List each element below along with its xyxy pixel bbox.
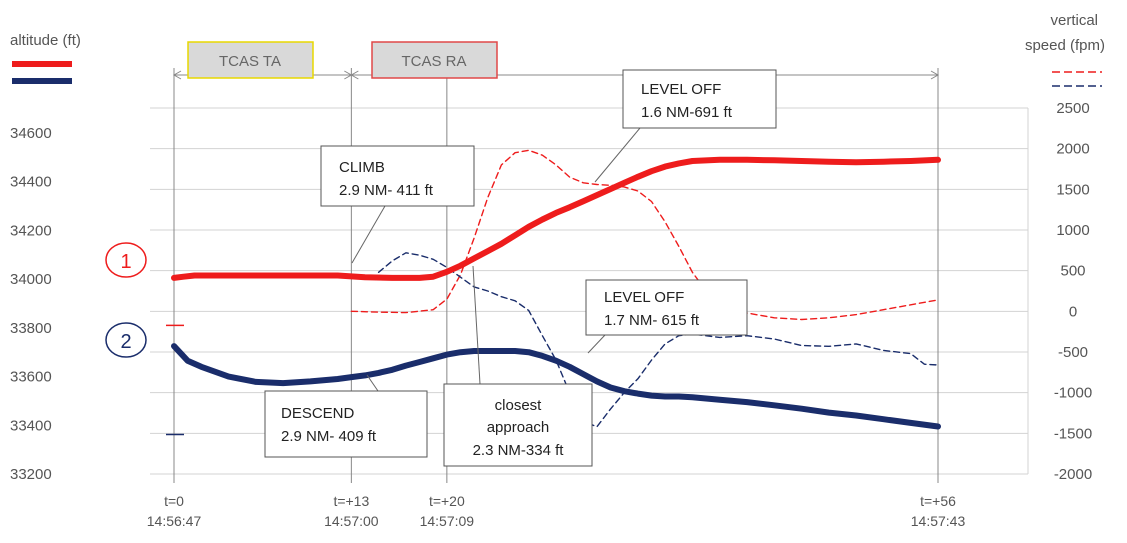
x-tick-label: t=0	[164, 493, 184, 509]
svg-text:2: 2	[120, 331, 131, 353]
left-tick-label: 34000	[10, 271, 52, 288]
annotation-level-off-1: LEVEL OFF 1.6 NM-691 ft	[622, 69, 777, 129]
left-tick-label: 33400	[10, 417, 52, 434]
legend-swatch-aircraft-2-altitude	[12, 78, 72, 84]
aircraft-2-vertical-speed-line	[377, 252, 939, 428]
phase-arrow-head	[930, 70, 940, 80]
x-tick-time: 14:57:09	[420, 513, 475, 529]
left-axis-title: altitude (ft)	[10, 32, 81, 49]
x-tick-label: t=+20	[429, 493, 465, 509]
aircraft-2-marker: 2	[105, 322, 147, 358]
svg-text:approach: approach	[487, 419, 550, 436]
svg-text:LEVEL OFF: LEVEL OFF	[604, 289, 684, 306]
right-tick-label: 500	[1060, 263, 1085, 280]
annotation-closest-approach: closest approach 2.3 NM-334 ft	[443, 383, 593, 467]
right-tick-label: -1000	[1054, 385, 1092, 402]
x-tick-label: t=+56	[920, 493, 956, 509]
right-tick-labels: 2500 2000 1500 1000 500 0 -500 -1000 -1500 -2000	[1054, 100, 1092, 483]
phase-arrow-head	[350, 70, 359, 80]
annotation-leader	[594, 127, 641, 183]
right-tick-label: 0	[1069, 303, 1077, 320]
left-tick-label: 34200	[10, 222, 52, 239]
tcas-ra-box: TCAS RA	[371, 41, 498, 79]
svg-text:TCAS TA: TCAS TA	[219, 53, 281, 70]
aircraft-1-altitude-line	[171, 156, 941, 281]
right-tick-label: 2500	[1056, 100, 1089, 117]
annotation-leader	[472, 265, 481, 385]
left-tick-labels: 34600 34400 34200 34000 33800 33600 33400 33200	[10, 125, 52, 483]
right-tick-label: -500	[1058, 344, 1088, 361]
left-tick-label: 34400	[10, 174, 52, 191]
right-axis-title-line1: vertical	[1050, 12, 1098, 29]
x-tick-time: 14:56:47	[147, 513, 202, 529]
legend-swatch-aircraft-1-altitude	[12, 61, 72, 67]
series-layer	[166, 149, 941, 436]
right-tick-label: 1500	[1056, 181, 1089, 198]
svg-text:1.6 NM-691 ft: 1.6 NM-691 ft	[641, 104, 733, 121]
svg-text:LEVEL OFF: LEVEL OFF	[641, 81, 721, 98]
left-tick-label: 33200	[10, 466, 52, 483]
annotation-descend: DESCEND 2.9 NM- 409 ft	[264, 390, 428, 458]
left-tick-label: 34600	[10, 125, 52, 142]
right-tick-label: 1000	[1056, 222, 1089, 239]
svg-text:1: 1	[120, 251, 131, 273]
annotation-leader	[366, 374, 379, 392]
annotation-leader	[587, 334, 606, 354]
svg-text:2.9 NM- 411 ft: 2.9 NM- 411 ft	[339, 182, 434, 199]
right-tick-label: 2000	[1056, 141, 1089, 158]
aircraft-2-altitude-line	[171, 343, 941, 430]
svg-text:1.7 NM- 615 ft: 1.7 NM- 615 ft	[604, 312, 700, 329]
svg-text:DESCEND: DESCEND	[281, 405, 355, 422]
right-tick-label: -2000	[1054, 466, 1092, 483]
svg-text:2.9 NM- 409 ft: 2.9 NM- 409 ft	[281, 428, 377, 445]
right-tick-label: -1500	[1054, 425, 1092, 442]
x-tick-labels: t=0 14:56:47 t=+13 14:57:00 t=+20 14:57:09 t=+…	[147, 493, 966, 529]
phase-arrow-head	[172, 70, 182, 80]
annotation-climb: CLIMB 2.9 NM- 411 ft	[320, 145, 475, 207]
left-tick-label: 33800	[10, 320, 52, 337]
x-tick-time: 14:57:00	[324, 513, 379, 529]
x-tick-label: t=+13	[333, 493, 369, 509]
aircraft-1-marker: 1	[105, 242, 147, 278]
x-tick-time: 14:57:43	[911, 513, 966, 529]
svg-text:2.3 NM-334 ft: 2.3 NM-334 ft	[473, 442, 565, 459]
right-axis-title-line2: speed (fpm)	[1025, 37, 1105, 54]
annotation-level-off-2: LEVEL OFF 1.7 NM- 615 ft	[585, 279, 748, 336]
tcas-ta-box: TCAS TA	[187, 41, 314, 79]
svg-text:closest: closest	[495, 397, 543, 414]
leader-lines	[351, 127, 641, 392]
left-tick-label: 33600	[10, 369, 52, 386]
annotation-leader	[351, 205, 386, 264]
svg-text:CLIMB: CLIMB	[339, 159, 385, 176]
svg-text:TCAS RA: TCAS RA	[401, 53, 466, 70]
